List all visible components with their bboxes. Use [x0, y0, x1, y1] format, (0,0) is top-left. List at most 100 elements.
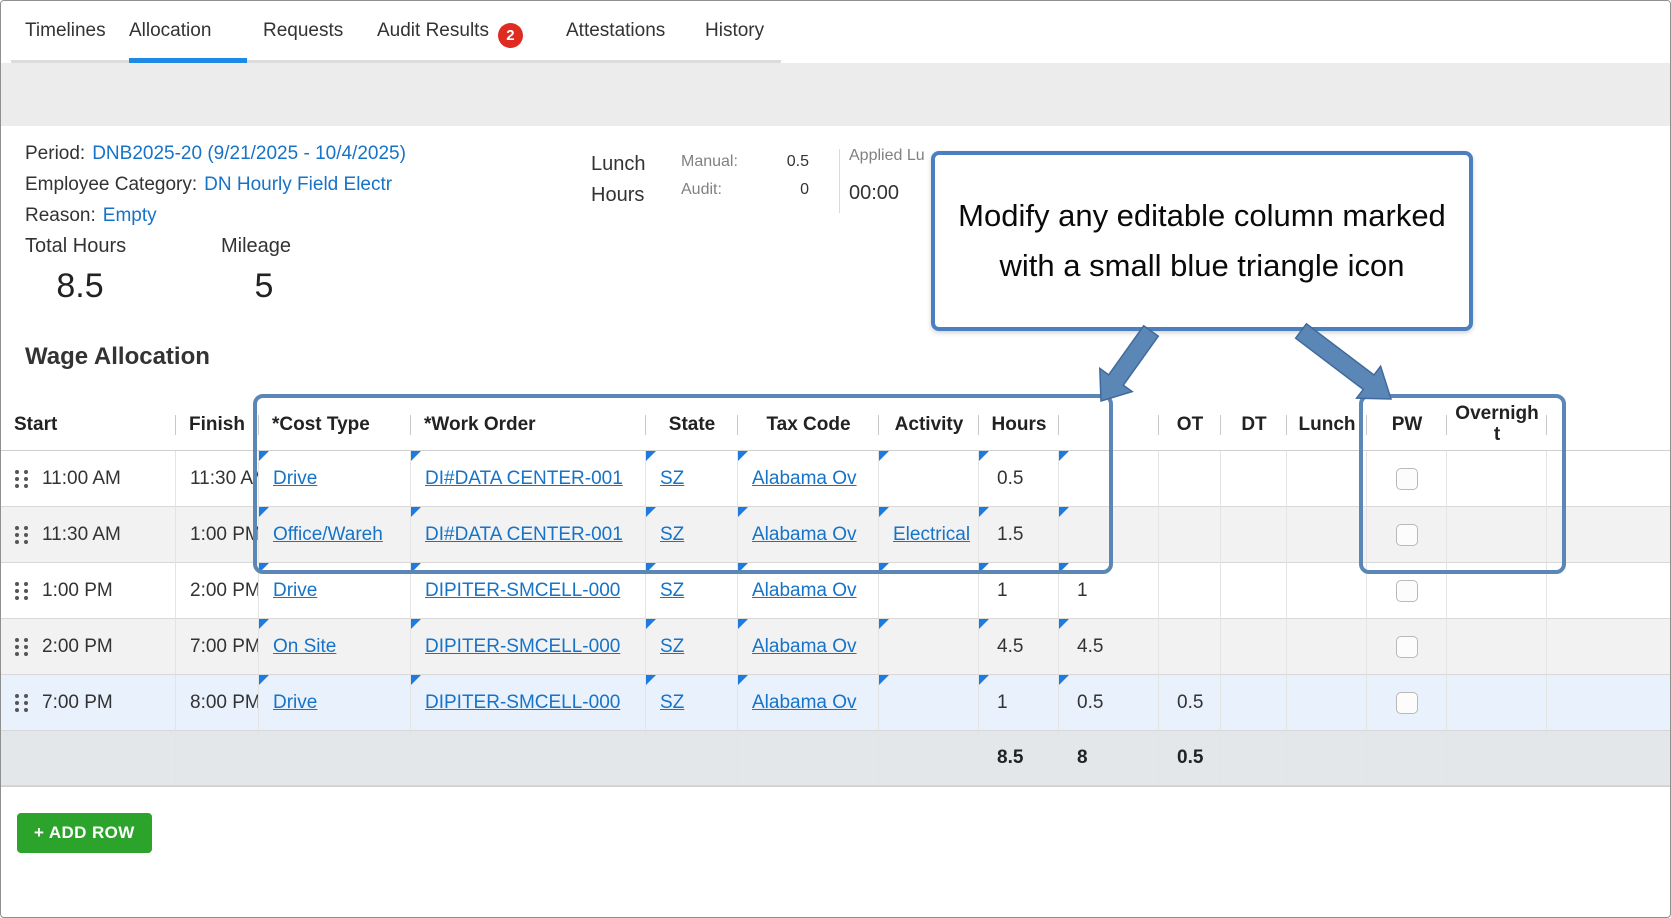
hours-cell[interactable]: 4.5: [979, 619, 1059, 675]
column-header-finish[interactable]: Finish: [176, 399, 259, 450]
editable-triangle-icon: [738, 619, 748, 629]
reason-link[interactable]: Empty: [102, 205, 157, 226]
activity-cell[interactable]: [879, 451, 979, 507]
cost-type-link[interactable]: Drive: [273, 691, 318, 713]
drag-handle-icon[interactable]: [15, 525, 28, 544]
column-header-tax-code[interactable]: Tax Code: [738, 399, 879, 450]
pw-checkbox[interactable]: [1395, 579, 1418, 602]
drag-handle-icon[interactable]: [15, 637, 28, 656]
tax-code-link[interactable]: Alabama Ov: [752, 467, 857, 489]
cost-type-cell[interactable]: On Site: [259, 619, 411, 675]
hours-cell[interactable]: 0.5: [979, 451, 1059, 507]
tax-code-cell[interactable]: Alabama Ov: [738, 451, 879, 507]
overnight-cell[interactable]: [1447, 675, 1547, 731]
cost-type-link[interactable]: Drive: [273, 579, 318, 601]
tax-code-link[interactable]: Alabama Ov: [752, 523, 857, 545]
work-order-link[interactable]: DI#DATA CENTER-001: [425, 467, 623, 489]
column-header-start[interactable]: Start: [1, 399, 176, 450]
column-header-overnight[interactable]: Overnight: [1447, 399, 1547, 450]
state-cell[interactable]: SZ: [646, 507, 738, 563]
state-link[interactable]: SZ: [660, 467, 685, 489]
state-cell[interactable]: SZ: [646, 563, 738, 619]
hours-cell[interactable]: 1: [979, 563, 1059, 619]
pw-checkbox[interactable]: [1395, 467, 1418, 490]
hours-value: 1: [997, 579, 1008, 601]
activity-cell[interactable]: [879, 619, 979, 675]
add-row-button[interactable]: + ADD ROW: [17, 813, 152, 853]
column-header-cost-type[interactable]: *Cost Type: [259, 399, 411, 450]
cost-type-link[interactable]: On Site: [273, 635, 337, 657]
tax-code-cell[interactable]: Alabama Ov: [738, 507, 879, 563]
pw-checkbox[interactable]: [1395, 691, 1418, 714]
tab-history[interactable]: History: [705, 20, 765, 41]
tab-allocation[interactable]: Allocation: [129, 20, 212, 41]
pw-checkbox[interactable]: [1395, 523, 1418, 546]
tax-code-link[interactable]: Alabama Ov: [752, 691, 857, 713]
column-header-unnamed[interactable]: [1059, 399, 1159, 450]
tax-code-link[interactable]: Alabama Ov: [752, 635, 857, 657]
column-header-dt[interactable]: DT: [1221, 399, 1287, 450]
editable-triangle-icon: [646, 675, 656, 685]
column-header-hours[interactable]: Hours: [979, 399, 1059, 450]
tax-code-cell[interactable]: Alabama Ov: [738, 675, 879, 731]
work-order-cell[interactable]: DIPITER-SMCELL-000: [411, 675, 646, 731]
state-link[interactable]: SZ: [660, 579, 685, 601]
overnight-cell[interactable]: [1447, 563, 1547, 619]
column-header-activity[interactable]: Activity: [879, 399, 979, 450]
pw-cell: [1367, 563, 1447, 619]
tab-requests[interactable]: Requests: [263, 20, 344, 41]
drag-handle-icon[interactable]: [15, 581, 28, 600]
column-header-lunch[interactable]: Lunch: [1287, 399, 1367, 450]
cost-type-link[interactable]: Office/Wareh: [273, 523, 383, 545]
employee-category-link[interactable]: DN Hourly Field Electr: [204, 174, 393, 195]
tax-code-link[interactable]: Alabama Ov: [752, 579, 857, 601]
state-cell[interactable]: SZ: [646, 451, 738, 507]
pw-checkbox[interactable]: [1395, 635, 1418, 658]
reg-hours-cell[interactable]: [1059, 507, 1159, 563]
activity-cell[interactable]: [879, 675, 979, 731]
work-order-link[interactable]: DIPITER-SMCELL-000: [425, 691, 621, 713]
state-cell[interactable]: SZ: [646, 675, 738, 731]
reg-hours-cell[interactable]: 1: [1059, 563, 1159, 619]
work-order-cell[interactable]: DIPITER-SMCELL-000: [411, 619, 646, 675]
work-order-link[interactable]: DI#DATA CENTER-001: [425, 523, 623, 545]
activity-cell[interactable]: [879, 563, 979, 619]
reg-hours-cell[interactable]: [1059, 451, 1159, 507]
work-order-cell[interactable]: DIPITER-SMCELL-000: [411, 563, 646, 619]
start-time: 7:00 PM: [42, 691, 113, 713]
column-header-work-order[interactable]: *Work Order: [411, 399, 646, 450]
tax-code-cell[interactable]: Alabama Ov: [738, 563, 879, 619]
drag-handle-icon[interactable]: [15, 469, 28, 488]
tab-attestations[interactable]: Attestations: [566, 20, 666, 41]
cost-type-cell[interactable]: Drive: [259, 563, 411, 619]
work-order-link[interactable]: DIPITER-SMCELL-000: [425, 635, 621, 657]
hours-cell[interactable]: 1: [979, 675, 1059, 731]
cost-type-cell[interactable]: Drive: [259, 451, 411, 507]
tab-timelines[interactable]: Timelines: [25, 20, 106, 41]
overnight-cell[interactable]: [1447, 451, 1547, 507]
work-order-link[interactable]: DIPITER-SMCELL-000: [425, 579, 621, 601]
cost-type-cell[interactable]: Drive: [259, 675, 411, 731]
state-link[interactable]: SZ: [660, 523, 685, 545]
column-header-ot[interactable]: OT: [1159, 399, 1221, 450]
overnight-cell[interactable]: [1447, 619, 1547, 675]
cost-type-cell[interactable]: Office/Wareh: [259, 507, 411, 563]
activity-cell[interactable]: Electrical: [879, 507, 979, 563]
work-order-cell[interactable]: DI#DATA CENTER-001: [411, 507, 646, 563]
drag-handle-icon[interactable]: [15, 693, 28, 712]
state-cell[interactable]: SZ: [646, 619, 738, 675]
state-link[interactable]: SZ: [660, 691, 685, 713]
period-link[interactable]: DNB2025-20 (9/21/2025 - 10/4/2025): [92, 143, 406, 164]
tax-code-cell[interactable]: Alabama Ov: [738, 619, 879, 675]
activity-link[interactable]: Electrical: [893, 523, 971, 545]
column-header-state[interactable]: State: [646, 399, 738, 450]
tab-audit-results[interactable]: Audit Results 2: [377, 20, 523, 48]
state-link[interactable]: SZ: [660, 635, 685, 657]
column-header-pw[interactable]: PW: [1367, 399, 1447, 450]
cost-type-link[interactable]: Drive: [273, 467, 318, 489]
hours-cell[interactable]: 1.5: [979, 507, 1059, 563]
overnight-cell[interactable]: [1447, 507, 1547, 563]
work-order-cell[interactable]: DI#DATA CENTER-001: [411, 451, 646, 507]
reg-hours-cell[interactable]: 4.5: [1059, 619, 1159, 675]
reg-hours-cell[interactable]: 0.5: [1059, 675, 1159, 731]
